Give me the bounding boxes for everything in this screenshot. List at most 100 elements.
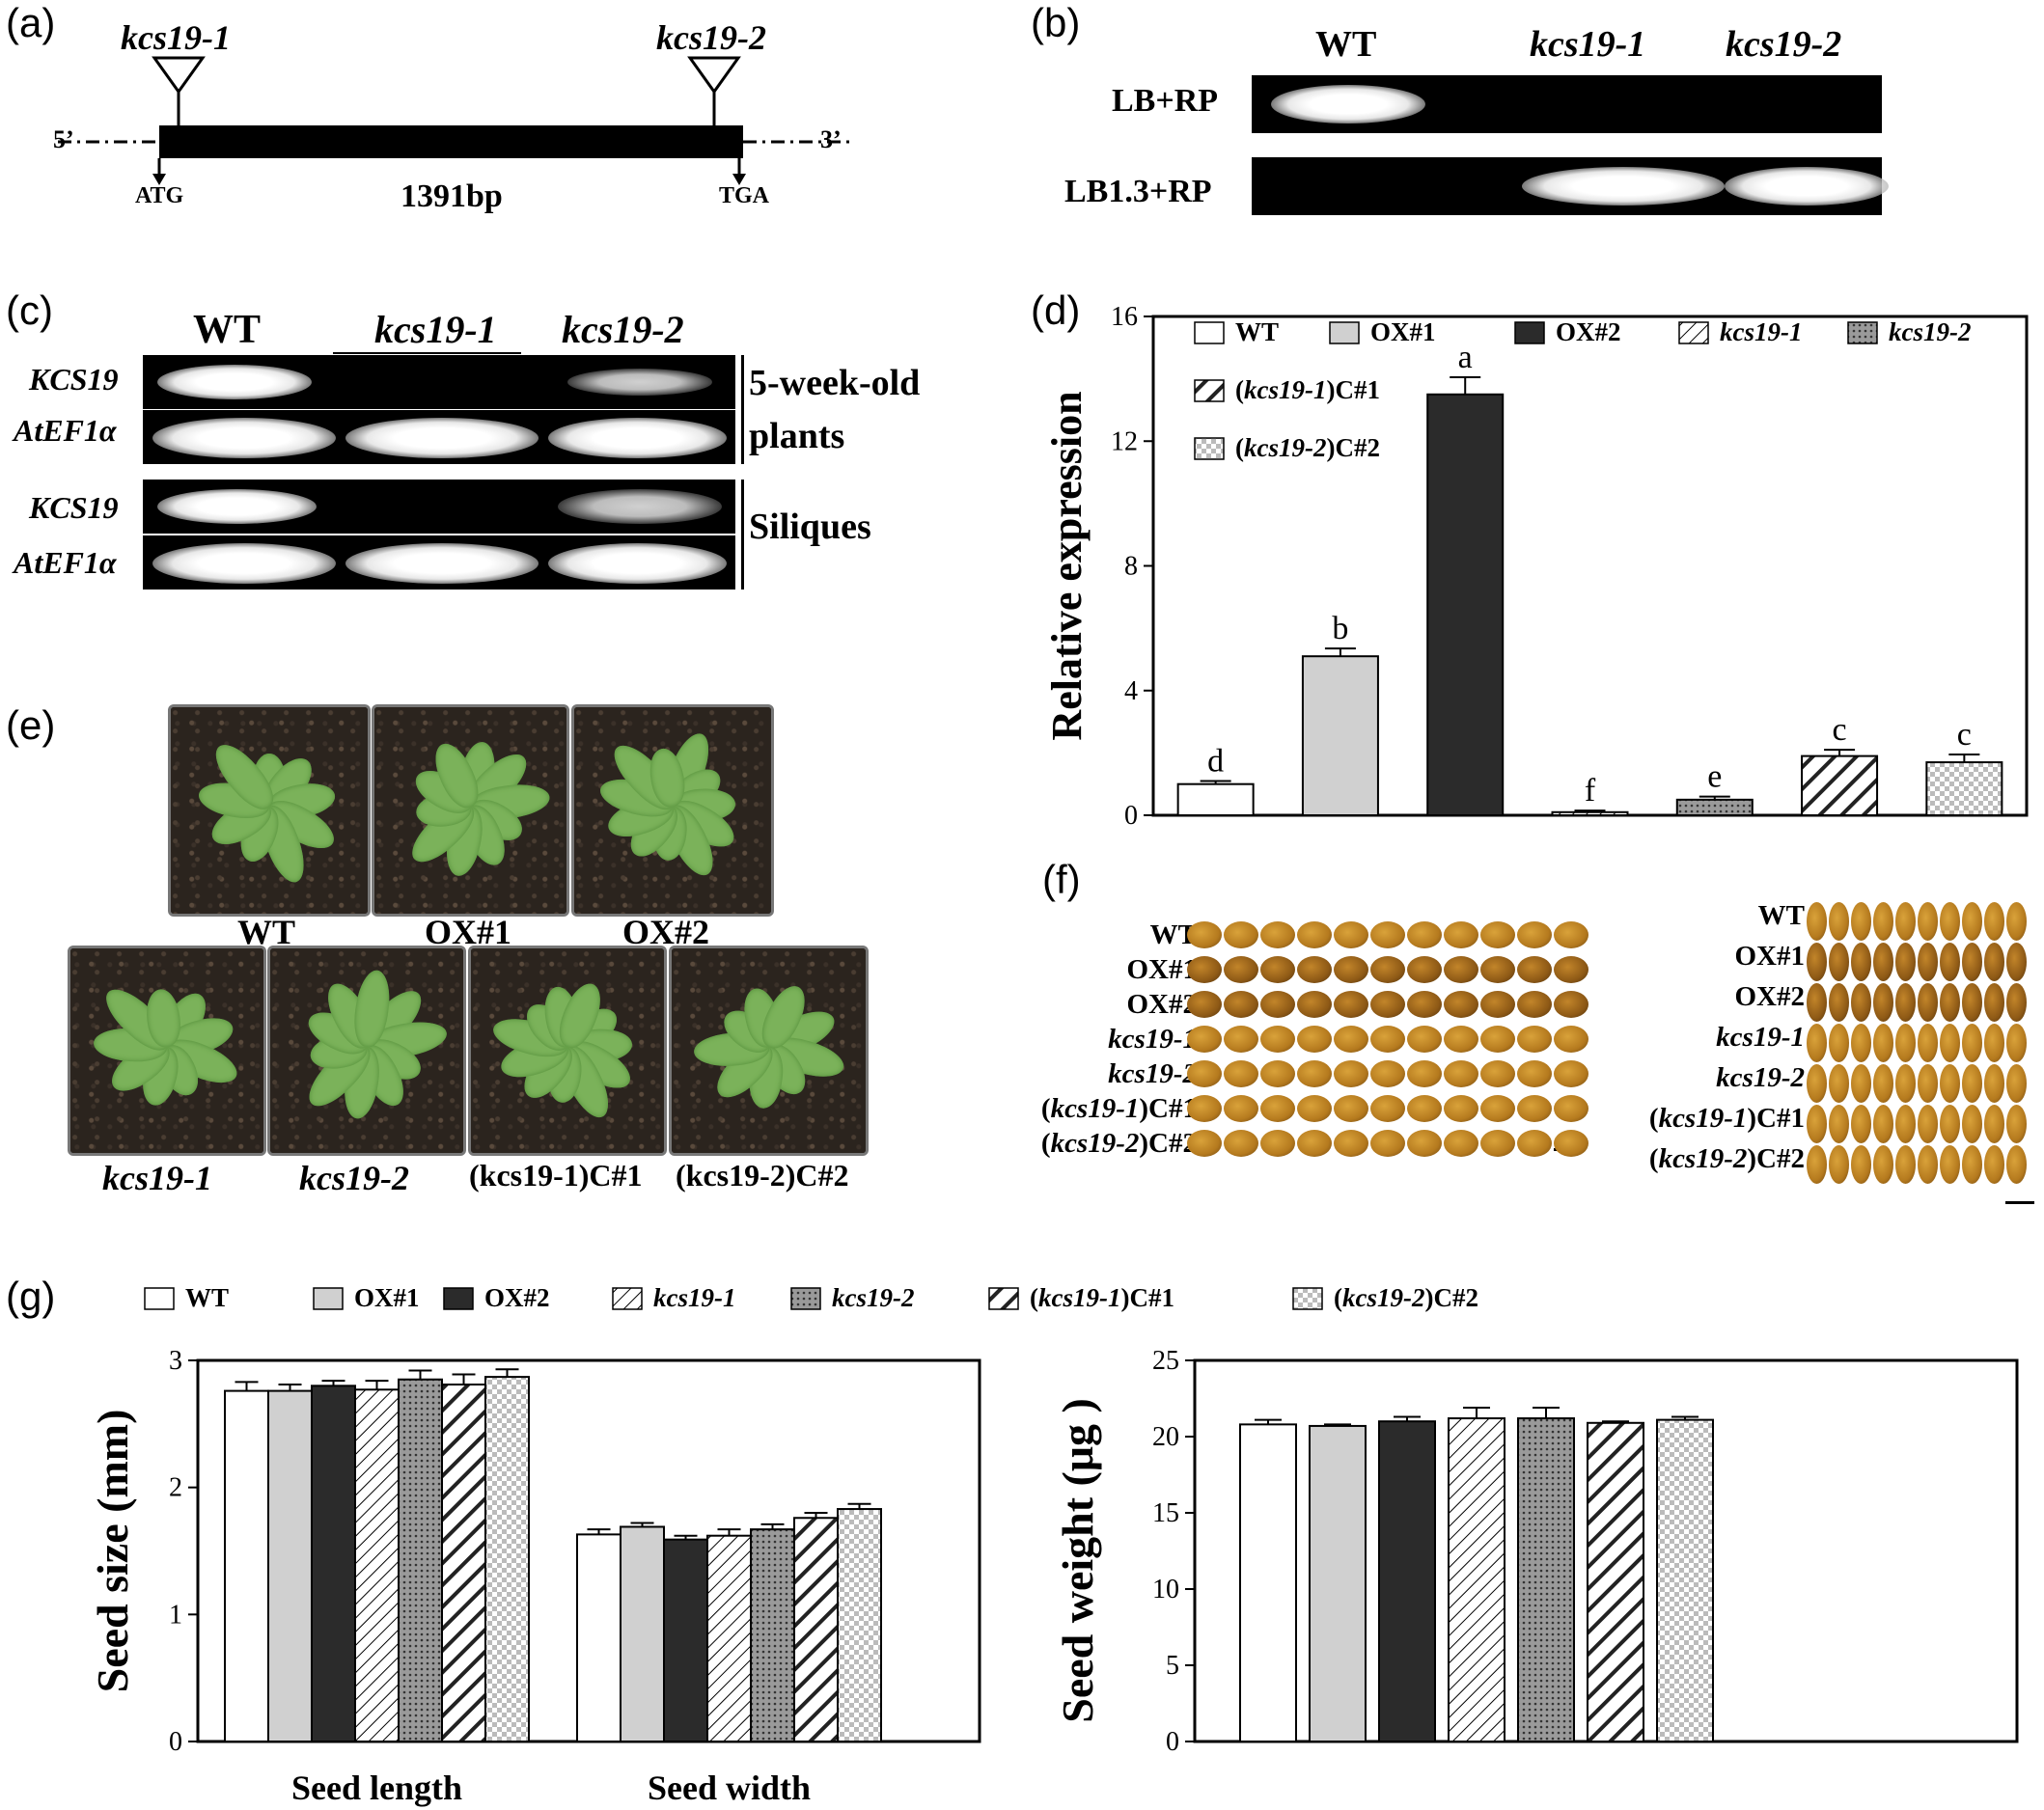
gel-band xyxy=(567,369,712,396)
seed-row-label-ox-2: OX#2 xyxy=(1734,981,1806,1012)
seed-row xyxy=(1807,1145,2027,1184)
seed xyxy=(1297,1130,1332,1157)
bar-kcs19-2 xyxy=(1517,1417,1575,1742)
seed xyxy=(1297,956,1332,983)
panel-f-label: (f) xyxy=(1042,857,1081,902)
photo-label-kcs19-2: kcs19-2 xyxy=(299,1159,409,1197)
legend-label: OX#2 xyxy=(1556,317,1621,346)
seed-row xyxy=(1187,1060,1588,1087)
gel-b-strip-1 xyxy=(1252,75,1882,133)
bar-kcs19-1-c-1 xyxy=(1801,754,1879,817)
seed-row xyxy=(1187,991,1588,1018)
bar-ox-2 xyxy=(1378,1420,1436,1742)
legend-label: OX#1 xyxy=(354,1283,420,1312)
seed xyxy=(1224,921,1258,948)
seed xyxy=(1334,991,1368,1018)
seed xyxy=(1873,1145,1893,1184)
seed xyxy=(1873,1064,1893,1103)
legend-item-kcs19-2: kcs19-2 xyxy=(790,1283,914,1312)
bar-kcs19-1-c-1 xyxy=(1587,1421,1644,1742)
photo-label-ox2: OX#2 xyxy=(622,913,709,951)
seed xyxy=(1962,1145,1982,1184)
gel-band xyxy=(152,543,336,584)
bar-kcs19-2-seed-length xyxy=(398,1378,443,1742)
seed xyxy=(1807,1064,1827,1103)
legend-item-kcs19-2: kcs19-2 xyxy=(1847,317,1971,346)
gel-c-row-kcs19-a: KCS19 xyxy=(29,362,119,397)
gel-band xyxy=(157,489,317,524)
seed xyxy=(2006,1105,2027,1143)
bar-kcs19-1-seed-length xyxy=(354,1388,400,1743)
gene-body xyxy=(159,125,743,158)
legend-label: kcs19-2 xyxy=(832,1283,914,1312)
seed xyxy=(1334,956,1368,983)
seed-size-chart: 0 1 2 3 Seed size (mm) Seed length Seed width xyxy=(88,1346,981,1807)
seed xyxy=(1851,1064,1871,1103)
seed-row-label-kcs19-2: kcs19-2 xyxy=(1108,1058,1197,1089)
seed xyxy=(1918,1145,1938,1184)
legend-item-kcs19-1-c-1: (kcs19-1)C#1 xyxy=(1194,375,1380,404)
bar-ox-2-seed-width xyxy=(663,1538,708,1742)
photo-label-wt: WT xyxy=(237,913,296,951)
seed xyxy=(1480,956,1515,983)
group-bracket xyxy=(741,480,744,590)
seed xyxy=(1962,943,1982,981)
legend-label: kcs19-2 xyxy=(1889,317,1971,346)
seed xyxy=(1517,1060,1552,1087)
seed xyxy=(1187,991,1222,1018)
seed-row-label-kcs19-2-c-2: (kcs19-2)C#2 xyxy=(1040,1128,1197,1159)
seed xyxy=(1962,1024,1982,1062)
seed xyxy=(1895,1105,1916,1143)
seed xyxy=(1444,1095,1478,1122)
seed xyxy=(1873,1024,1893,1062)
significance-letter: a xyxy=(1458,340,1473,375)
gene-structure-diagram xyxy=(58,56,849,185)
seed xyxy=(1940,983,1960,1022)
legend-label: OX#2 xyxy=(484,1283,550,1312)
gel-c-strip-3 xyxy=(143,480,735,534)
seed xyxy=(1554,1060,1588,1087)
seed xyxy=(1895,902,1916,941)
group-5-week-old: 5-week-old xyxy=(749,363,921,403)
seed xyxy=(1334,921,1368,948)
y-tick-label: 5 xyxy=(1166,1651,1179,1681)
plant-photo-kcs19-1 xyxy=(68,946,266,1156)
seed xyxy=(1940,943,1960,981)
gel-c-strip-2 xyxy=(143,410,735,464)
gel-c-row-atef1a-b: AtEF1α xyxy=(14,545,117,580)
seed-weight-chart: 0 5 10 15 20 25 Seed weight (μg ) xyxy=(1053,1346,2019,1757)
seed xyxy=(2006,1064,2027,1103)
seed xyxy=(1940,1024,1960,1062)
legend-swatch xyxy=(988,1287,1019,1310)
gel-b-lane-wt: WT xyxy=(1315,24,1377,65)
seed xyxy=(1334,1130,1368,1157)
seed xyxy=(1260,1095,1295,1122)
y-axis-title: Relative expression xyxy=(1043,391,1091,740)
seed xyxy=(1940,1105,1960,1143)
seed xyxy=(1224,1060,1258,1087)
seed xyxy=(1984,983,2004,1022)
seed xyxy=(1940,902,1960,941)
seed xyxy=(1554,1026,1588,1053)
seed xyxy=(1370,921,1405,948)
legend-item-wt: WT xyxy=(1194,317,1279,346)
y-tick-label: 12 xyxy=(1111,426,1138,456)
seed xyxy=(1873,1105,1893,1143)
seed xyxy=(1480,1130,1515,1157)
seed xyxy=(1984,943,2004,981)
panel-b-label: (b) xyxy=(1031,0,1081,45)
seed xyxy=(1407,991,1442,1018)
bar-wt xyxy=(1176,782,1255,816)
seed-row-label-kcs19-2-c-2: (kcs19-2)C#2 xyxy=(1648,1143,1805,1174)
seed xyxy=(1918,902,1938,941)
seed xyxy=(1260,956,1295,983)
legend-item-kcs19-2-c-2: (kcs19-2)C#2 xyxy=(1292,1283,1478,1312)
seed-row-label-wt: WT xyxy=(1149,919,1197,950)
insert-1-triangle xyxy=(152,56,206,95)
seed xyxy=(1940,1064,1960,1103)
bar-kcs19-1 xyxy=(1551,810,1629,816)
seed xyxy=(2006,1145,2027,1184)
seed xyxy=(1224,1130,1258,1157)
legend-swatch xyxy=(612,1287,643,1310)
seed xyxy=(1807,943,1827,981)
